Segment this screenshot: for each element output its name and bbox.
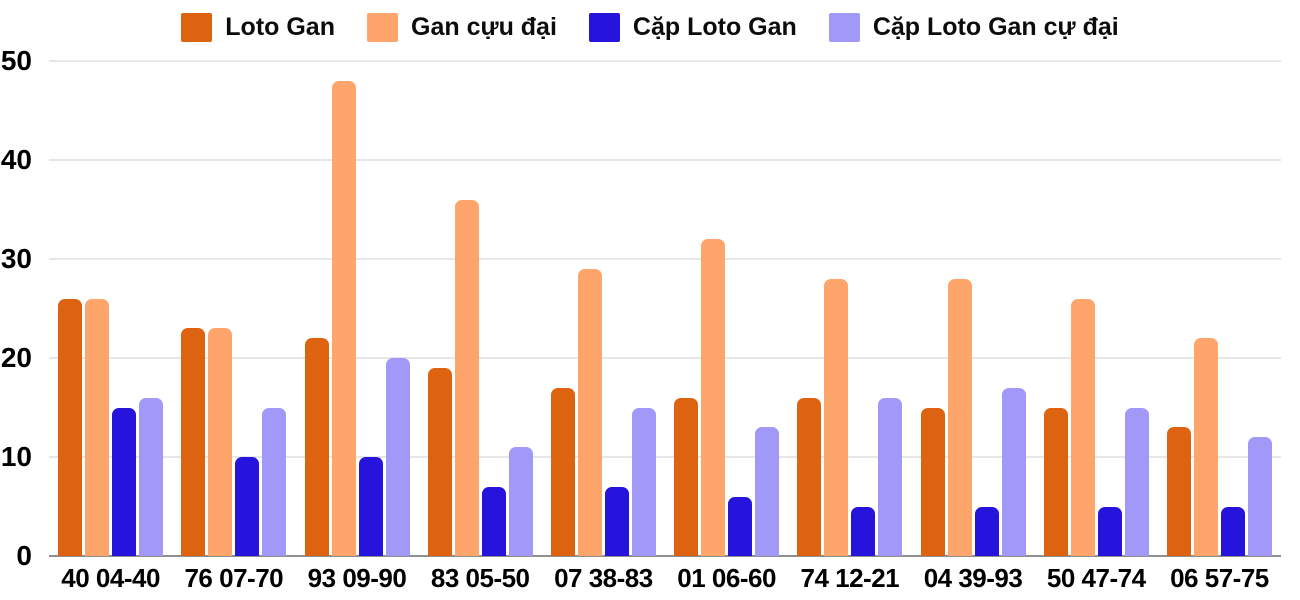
gridline (49, 357, 1281, 359)
bar-group: 40 04-40 (49, 61, 172, 593)
bar-groups: 40 04-40 76 07-70 93 09-90 83 05-50 07 38-83… (49, 61, 1281, 593)
x-axis-label: 93 09-90 (307, 563, 407, 593)
bar[interactable] (604, 486, 629, 556)
gridline (49, 159, 1281, 161)
bar[interactable] (1001, 387, 1026, 556)
bar[interactable] (85, 298, 110, 556)
x-axis-label: 83 05-50 (430, 563, 530, 593)
gridline (49, 60, 1281, 62)
bar[interactable] (878, 397, 903, 556)
x-axis-label: 01 06-60 (677, 563, 776, 593)
bar[interactable] (481, 486, 506, 556)
legend-label: Cặp Loto Gan (632, 13, 797, 41)
bar[interactable] (851, 506, 876, 556)
bar[interactable] (1220, 506, 1245, 556)
bar[interactable] (1070, 298, 1095, 556)
legend-swatch (828, 13, 860, 42)
bar-group: 76 07-70 (172, 61, 295, 593)
x-axis-label: 74 12-21 (800, 563, 900, 593)
y-axis-tick-label: 30 (0, 243, 32, 274)
bar[interactable] (427, 367, 452, 556)
y-axis-tick-label: 50 (0, 45, 32, 76)
y-axis-tick-label: 20 (0, 342, 32, 373)
bar[interactable] (1247, 437, 1272, 556)
bar-group: 04 39-93 (911, 61, 1034, 593)
bar[interactable] (674, 397, 699, 556)
legend-item[interactable]: Loto Gan (181, 13, 335, 42)
plot-area: 0 10 20 30 40 50 40 04-40 76 07-70 93 09-90 83 05… (1, 47, 1281, 593)
x-axis-label: 07 38-83 (554, 563, 653, 593)
bar[interactable] (1166, 427, 1191, 556)
chart-legend: Loto Gan Gan cựu đại Cặp Loto Gan Cặp Loto … (0, 13, 1300, 42)
x-axis-label: 06 57-75 (1170, 563, 1269, 593)
bar-group: 93 09-90 (295, 61, 418, 593)
bar-group: 07 38-83 (542, 61, 665, 593)
bar[interactable] (755, 427, 780, 556)
bar[interactable] (208, 328, 233, 556)
bar[interactable] (304, 338, 329, 556)
bar[interactable] (235, 457, 260, 556)
x-axis-label: 76 07-70 (184, 563, 284, 593)
bar[interactable] (139, 397, 164, 556)
bar[interactable] (974, 506, 999, 556)
bar[interactable] (920, 407, 945, 556)
legend-label: Gan cựu đại (411, 13, 557, 41)
bar[interactable] (454, 199, 479, 556)
bar[interactable] (701, 239, 726, 556)
x-axis-label: 40 04-40 (61, 563, 160, 593)
y-axis-tick-label: 40 (0, 144, 32, 175)
bar[interactable] (577, 268, 602, 556)
bar[interactable] (508, 447, 533, 556)
bar[interactable] (631, 407, 656, 556)
bar[interactable] (1097, 506, 1122, 556)
bar[interactable] (58, 298, 83, 556)
legend-swatch (588, 13, 620, 42)
bar[interactable] (947, 278, 972, 556)
bar-group: 50 47-74 (1035, 61, 1158, 593)
legend-item[interactable]: Gan cựu đại (367, 13, 557, 42)
y-axis-tick-label: 10 (0, 441, 32, 472)
bar[interactable] (824, 278, 849, 556)
legend-label: Cặp Loto Gan cự đại (872, 13, 1119, 41)
bar-group: 74 12-21 (788, 61, 911, 593)
bar-group: 06 57-75 (1158, 61, 1281, 593)
bar[interactable] (358, 457, 383, 556)
legend-label: Loto Gan (225, 13, 335, 41)
x-axis-label: 50 47-74 (1046, 563, 1146, 593)
bar[interactable] (385, 358, 410, 556)
bar[interactable] (1043, 407, 1068, 556)
legend-item[interactable]: Cặp Loto Gan (588, 13, 797, 42)
gridline (49, 456, 1281, 458)
bar[interactable] (1124, 407, 1149, 556)
y-axis-tick-label: 0 (16, 540, 32, 571)
x-axis-line (49, 555, 1281, 557)
bar[interactable] (797, 397, 822, 556)
legend-item[interactable]: Cặp Loto Gan cự đại (828, 13, 1119, 42)
bar[interactable] (1193, 338, 1218, 556)
bar[interactable] (181, 328, 206, 556)
x-axis-label: 04 39-93 (923, 563, 1023, 593)
bar[interactable] (262, 407, 287, 556)
bar[interactable] (331, 80, 356, 556)
bar[interactable] (550, 387, 575, 556)
legend-swatch (367, 13, 398, 42)
gridline (49, 258, 1281, 260)
legend-swatch (181, 13, 213, 42)
bar-group: 83 05-50 (419, 61, 542, 593)
bar[interactable] (112, 407, 137, 556)
bar[interactable] (728, 496, 753, 556)
bar-group: 01 06-60 (665, 61, 788, 593)
